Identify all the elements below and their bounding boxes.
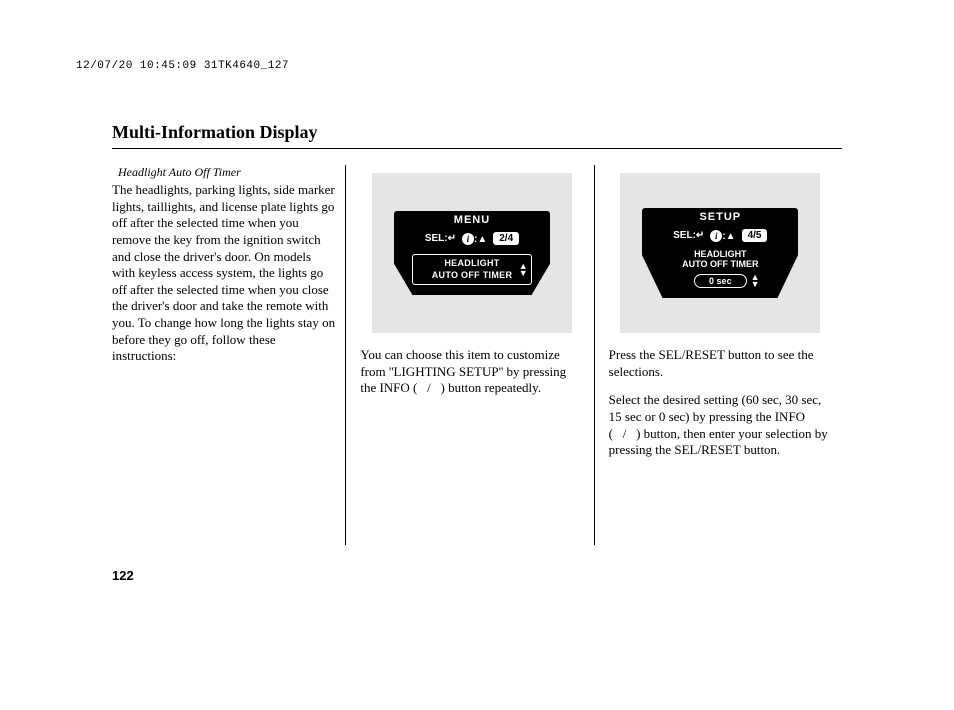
dash-setup-unit: SETUP SEL:↵ i:▲ 4/5 HEADLIGHT AUTO OFF T…: [642, 208, 798, 298]
info-updown: i:▲: [462, 233, 487, 245]
section-subhead: Headlight Auto Off Timer: [118, 165, 335, 180]
menu-body: HEADLIGHT AUTO OFF TIMER ▲▼: [394, 248, 550, 295]
title-divider: [112, 148, 842, 149]
sel-label: SEL:↵: [425, 233, 456, 244]
info-icon: i: [710, 230, 722, 242]
setup-value-pill: 0 sec ▲▼: [694, 274, 747, 288]
column-3: SETUP SEL:↵ i:▲ 4/5 HEADLIGHT AUTO OFF T…: [594, 165, 842, 545]
enter-arrow-icon: ↵: [696, 230, 704, 241]
enter-arrow-icon: ↵: [448, 233, 456, 244]
setup-body: HEADLIGHT AUTO OFF TIMER 0 sec ▲▼: [642, 245, 798, 298]
page-indicator: 4/5: [742, 229, 768, 242]
column-1: Headlight Auto Off Timer The headlights,…: [112, 165, 345, 545]
col3-body1: Press the SEL/RESET button to see the se…: [609, 347, 832, 380]
page-title: Multi-Information Display: [112, 122, 318, 143]
menu-line1: HEADLIGHT: [417, 258, 527, 269]
col1-body: The headlights, parking lights, side mar…: [112, 182, 335, 365]
info-icon: i: [462, 233, 474, 245]
value-arrows-icon: ▲▼: [751, 274, 760, 288]
content-columns: Headlight Auto Off Timer The headlights,…: [112, 165, 842, 545]
spacer: [609, 380, 832, 392]
dash-menu-unit: MENU SEL:↵ i:▲ 2/4 HEADLIGHT AUTO OFF TI…: [394, 211, 550, 295]
menu-top-label: MENU: [394, 211, 550, 229]
setup-mid-row: SEL:↵ i:▲ 4/5: [642, 226, 798, 245]
sel-label: SEL:↵: [673, 230, 704, 241]
col2-body: You can choose this item to customize fr…: [360, 347, 583, 397]
setup-value: 0 sec: [709, 276, 732, 286]
updown-arrows-icon: ▲: [726, 231, 736, 242]
updown-arrows-icon: ▲: [477, 234, 487, 245]
menu-item-box: HEADLIGHT AUTO OFF TIMER ▲▼: [412, 254, 532, 285]
page-indicator: 2/4: [493, 232, 519, 245]
setup-top-label: SETUP: [642, 208, 798, 226]
setup-line1: HEADLIGHT: [660, 249, 780, 259]
menu-display-figure: MENU SEL:↵ i:▲ 2/4 HEADLIGHT AUTO OFF TI…: [372, 173, 572, 333]
page-number: 122: [112, 568, 134, 583]
info-updown: i:▲: [710, 230, 735, 242]
setup-line2: AUTO OFF TIMER: [660, 259, 780, 269]
column-2: MENU SEL:↵ i:▲ 2/4 HEADLIGHT AUTO OFF TI…: [345, 165, 593, 545]
menu-mid-row: SEL:↵ i:▲ 2/4: [394, 229, 550, 248]
manual-page: 12/07/20 10:45:09 31TK4640_127 Multi-Inf…: [0, 0, 954, 710]
header-timestamp-code: 12/07/20 10:45:09 31TK4640_127: [76, 60, 289, 72]
scroll-arrows-icon: ▲▼: [519, 263, 528, 277]
setup-display-figure: SETUP SEL:↵ i:▲ 4/5 HEADLIGHT AUTO OFF T…: [620, 173, 820, 333]
col3-body2: Select the desired setting (60 sec, 30 s…: [609, 392, 832, 459]
menu-line2: AUTO OFF TIMER: [417, 270, 527, 281]
